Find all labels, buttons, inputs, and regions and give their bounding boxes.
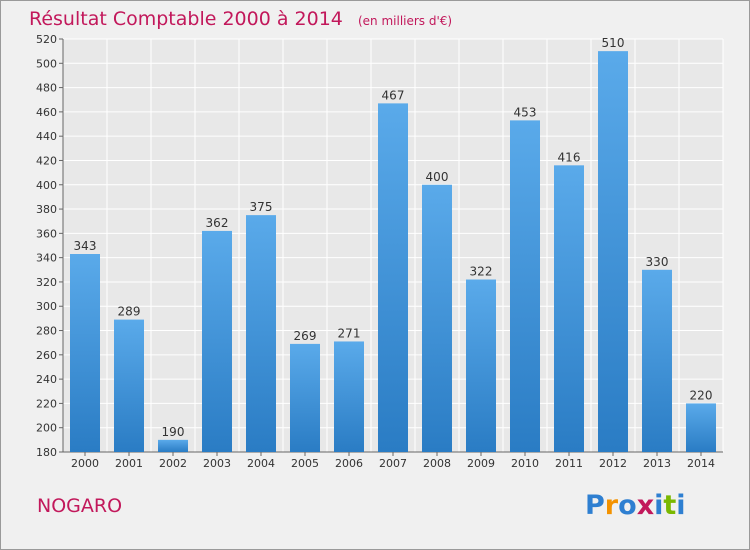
data-label: 362 [206,216,229,230]
y-tick-label: 240 [36,373,57,386]
title-row: Résultat Comptable 2000 à 2014 (en milli… [29,8,452,30]
chart-subtitle: (en milliers d'€) [357,14,453,28]
x-tick-label: 2000 [71,457,99,470]
data-labels: 343 289 190 362 375 269 271 467 400 322 453 416 510 3… [74,36,713,439]
y-tick-label: 460 [36,106,57,119]
y-tick-label: 220 [36,397,57,410]
bar [70,254,100,452]
y-tick-label: 200 [36,422,57,435]
data-label: 510 [602,36,625,50]
y-tick-label: 440 [36,130,57,143]
data-label: 453 [514,105,537,119]
y-tick-label: 500 [36,57,57,70]
x-tick-label: 2001 [115,457,143,470]
data-label: 220 [690,388,713,402]
y-tick-label: 280 [36,325,57,338]
x-tick-label: 2002 [159,457,187,470]
logo-letter: o [618,490,637,521]
proxiti-logo[interactable]: Proxiti [585,490,686,521]
x-tick-label: 2006 [335,457,363,470]
bar [422,184,452,452]
bar [510,120,540,453]
x-tick-label: 2003 [203,457,231,470]
y-tick-label: 360 [36,227,57,240]
y-tick-label: 180 [36,446,57,459]
y-tick-label: 320 [36,276,57,289]
x-tick-label: 2009 [467,457,495,470]
data-label: 289 [118,305,141,319]
x-tick-label: 2010 [511,457,539,470]
logo-letter: i [654,490,664,521]
y-tick-label: 480 [36,82,57,95]
bars [70,51,716,453]
bar [246,215,276,452]
axes: 180 200 220 240 260 280 300 320 340 360 380 400 420 4… [36,33,723,470]
bar [290,343,320,452]
x-tick-label: 2014 [687,457,715,470]
data-label: 400 [426,170,449,184]
x-tick-label: 2005 [291,457,319,470]
logo-letter: x [636,490,655,521]
bar [202,230,232,452]
y-tick-label: 260 [36,349,57,362]
bar [114,319,144,452]
bar [158,439,188,452]
logo-letter: P [585,490,605,521]
data-label: 343 [74,239,97,253]
x-tick-label: 2004 [247,457,275,470]
data-label: 269 [294,329,317,343]
x-tick-label: 2013 [643,457,671,470]
y-tick-label: 340 [36,252,57,265]
bar [642,269,672,452]
logo-letter: r [604,490,619,521]
data-label: 467 [382,88,405,102]
data-label: 416 [558,150,581,164]
data-label: 322 [470,265,493,279]
bar [554,165,584,452]
data-label: 375 [250,200,273,214]
bar [334,341,364,452]
bar [598,51,628,452]
x-tick-label: 2012 [599,457,627,470]
logo-letter: i [676,490,686,521]
bar [686,403,716,452]
y-tick-label: 400 [36,179,57,192]
data-label: 271 [338,326,361,340]
place-name: NOGARO [37,495,123,517]
y-tick-label: 520 [36,33,57,46]
bar [378,103,408,453]
chart-title: Résultat Comptable 2000 à 2014 [29,8,343,30]
y-tick-label: 420 [36,154,57,167]
data-label: 190 [162,425,185,439]
logo-letter: t [663,490,677,521]
x-tick-label: 2011 [555,457,583,470]
data-label: 330 [646,255,669,269]
y-tick-label: 300 [36,300,57,313]
x-tick-label: 2008 [423,457,451,470]
x-tick-label: 2007 [379,457,407,470]
y-tick-label: 380 [36,203,57,216]
bar [466,279,496,452]
